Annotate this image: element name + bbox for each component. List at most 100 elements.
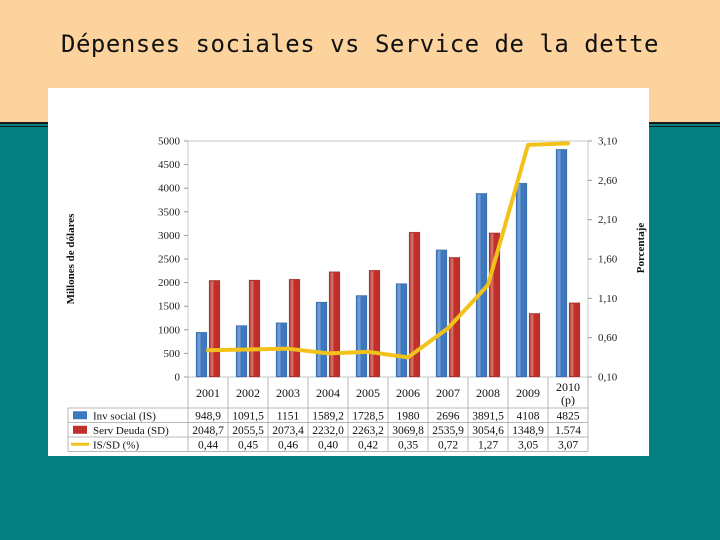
- category-label: 2007: [436, 386, 460, 400]
- bar-serv-deuda-highlight: [330, 272, 334, 376]
- table-value: 3,07: [558, 439, 578, 451]
- bar-inv-social-highlight: [477, 194, 481, 376]
- legend-label: Inv social (IS): [93, 410, 156, 422]
- y-tick-label: 5000: [158, 136, 181, 148]
- bar-serv-deuda-highlight: [530, 314, 534, 376]
- bar-inv-social: [435, 249, 448, 378]
- y-tick-label: 0: [175, 372, 181, 384]
- category-label: 2008: [476, 386, 500, 400]
- category-label: 2009: [516, 386, 540, 400]
- table-value: 2232,0: [312, 425, 344, 437]
- bar-serv-deuda: [208, 280, 221, 378]
- table-value: 3069,8: [392, 425, 424, 437]
- bar-serv-deuda-highlight: [210, 281, 214, 376]
- table-value: 2048,7: [192, 425, 224, 437]
- bar-serv-deuda-highlight: [570, 303, 574, 376]
- table-value: 0,72: [438, 439, 458, 451]
- category-label: 2004: [316, 386, 340, 400]
- table-value: 1151: [277, 410, 300, 422]
- bar-inv-social-highlight: [517, 184, 521, 376]
- category-label: 2006: [396, 386, 420, 400]
- bar-serv-deuda-highlight: [370, 271, 374, 376]
- table-value: 1728,5: [352, 410, 384, 422]
- slide-title: Dépenses sociales vs Service de la dette: [61, 30, 659, 58]
- legend-label: Serv Deuda (SD): [93, 425, 169, 437]
- table-value: 2263,2: [352, 425, 384, 437]
- category-label: 2005: [356, 386, 380, 400]
- table-value: 2073,4: [272, 425, 304, 437]
- y2-tick-label: 0,60: [598, 332, 618, 344]
- y-tick-label: 2500: [158, 254, 181, 266]
- chart-panel: 0 500 1000 1500 2000 2500 3000 3500 4000 4500 5000…: [48, 88, 649, 456]
- y-tick-label: 2000: [158, 277, 181, 289]
- bar-inv-social: [195, 331, 208, 378]
- bar-inv-social: [515, 182, 528, 378]
- table-value: 3891,5: [472, 410, 504, 422]
- table-value: 1091,5: [232, 410, 264, 422]
- y2-tick-label: 2,60: [598, 175, 618, 187]
- plot-area: [187, 140, 589, 378]
- y-tick-label: 4500: [158, 159, 181, 171]
- category-label-sub: (p): [561, 393, 575, 407]
- table-value: 2055,5: [232, 425, 264, 437]
- table-value: 1980: [397, 410, 420, 422]
- bar-serv-deuda: [248, 279, 261, 378]
- table-value: 2696: [437, 410, 460, 422]
- y2-tick-label: 1,60: [598, 254, 618, 266]
- table-value: 0,44: [198, 439, 218, 451]
- bar-inv-social-highlight: [437, 250, 441, 376]
- table-value: 4825: [557, 410, 580, 422]
- bar-serv-deuda: [368, 269, 381, 378]
- bar-serv-deuda-highlight: [410, 233, 414, 376]
- y2-tick-label: 1,10: [598, 293, 618, 305]
- bar-serv-deuda: [288, 278, 301, 378]
- bar-serv-deuda: [528, 313, 541, 378]
- y2-tick-label: 0,10: [598, 372, 618, 384]
- table-value: 1589,2: [312, 410, 344, 422]
- category-label: 2010: [556, 380, 580, 394]
- legend-swatch: [73, 411, 87, 420]
- category-label: 2001: [196, 386, 220, 400]
- table-value: 1348,9: [512, 425, 544, 437]
- bar-inv-social: [395, 283, 408, 378]
- bar-serv-deuda: [408, 231, 421, 378]
- table-value: 0,35: [398, 439, 418, 451]
- bar-serv-deuda-highlight: [290, 280, 294, 376]
- y2-tick-label: 3,10: [598, 136, 618, 148]
- table-value: 1,27: [478, 439, 498, 451]
- table-value: 3,05: [518, 439, 538, 451]
- table-value: 0,46: [278, 439, 298, 451]
- line-is-sd: [206, 141, 570, 360]
- table-value: 4108: [517, 410, 540, 422]
- bar-inv-social-highlight: [197, 333, 201, 376]
- bar-inv-social-highlight: [317, 302, 321, 376]
- chart: 0 500 1000 1500 2000 2500 3000 3500 4000 4500 5000…: [65, 136, 647, 452]
- bar-inv-social-highlight: [557, 150, 561, 376]
- table-value: 948,9: [195, 410, 221, 422]
- bar-serv-deuda: [568, 302, 581, 378]
- category-label: 2003: [276, 386, 300, 400]
- legend-label: IS/SD (%): [93, 439, 139, 451]
- table-value: 2535,9: [432, 425, 464, 437]
- legend-swatch: [73, 425, 87, 434]
- bar-serv-deuda-highlight: [250, 280, 254, 376]
- bar-inv-social-highlight: [397, 284, 401, 376]
- bar-serv-deuda: [328, 271, 341, 378]
- bar-serv-deuda-highlight: [490, 233, 494, 376]
- y-tick-label: 3500: [158, 206, 181, 218]
- y-axis-label: Millones de dólares: [65, 213, 77, 305]
- table-value: 3054,6: [472, 425, 504, 437]
- y-tick-label: 1500: [158, 301, 181, 313]
- bar-inv-social-highlight: [357, 296, 361, 376]
- bar-inv-social: [315, 301, 328, 378]
- bar-serv-deuda: [488, 232, 501, 378]
- category-label: 2002: [236, 386, 260, 400]
- y-tick-label: 4000: [158, 183, 181, 195]
- bar-inv-social: [355, 295, 368, 378]
- table-value: 1.574: [555, 425, 581, 437]
- table-value: 0,42: [358, 439, 378, 451]
- table-value: 0,45: [238, 439, 258, 451]
- bar-serv-deuda-highlight: [450, 258, 454, 376]
- y2-axis-label: Porcentaje: [635, 223, 647, 274]
- y-tick-label: 500: [164, 348, 181, 360]
